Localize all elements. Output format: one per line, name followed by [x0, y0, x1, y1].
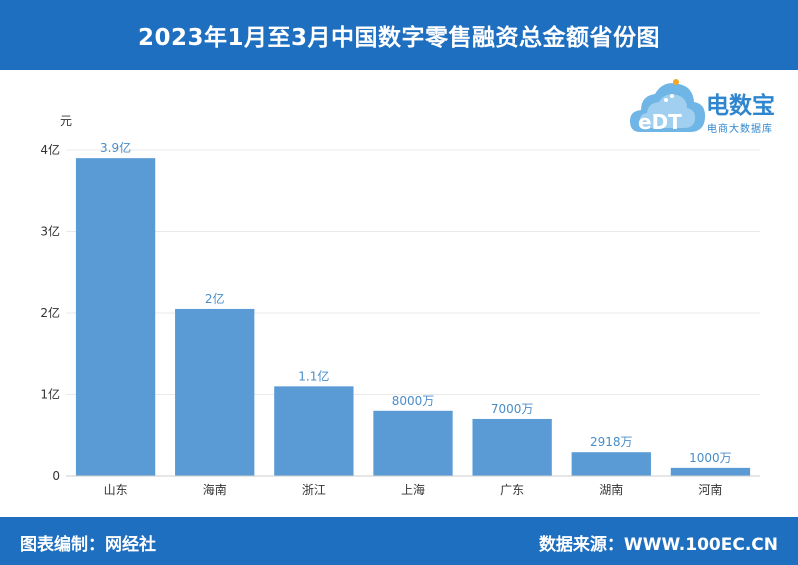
value-labels: 3.9亿 2亿 1.1亿 8000万 7000万 2918万 1000万 — [100, 140, 732, 465]
footer-source: 数据来源：WWW.100EC.CN — [538, 535, 778, 555]
bar-浙江 — [274, 386, 354, 476]
y-axis-ticks: 0 1亿 2亿 3亿 4亿 — [40, 142, 60, 483]
value-label: 1000万 — [689, 451, 732, 465]
logo-subtitle: 电商大数据库 — [707, 124, 773, 135]
y-tick-label: 4亿 — [40, 142, 60, 157]
bars — [75, 158, 751, 476]
header-bar: 2023年1月至3月中国数字零售融资总金额省份图 — [0, 0, 798, 70]
value-label: 1.1亿 — [298, 368, 329, 383]
x-category-label: 上海 — [401, 482, 425, 497]
bar-上海 — [373, 410, 453, 476]
x-axis-categories: 山东 海南 浙江 上海 广东 湖南 河南 — [104, 482, 723, 497]
logo-mark-text: eDT — [638, 110, 682, 134]
x-category-label: 海南 — [203, 482, 227, 497]
bar-河南 — [670, 467, 751, 476]
bar-湖南 — [571, 452, 651, 476]
bar-山东 — [75, 158, 156, 476]
value-label: 2亿 — [205, 291, 225, 306]
x-category-label: 广东 — [500, 483, 524, 497]
gridlines — [66, 149, 760, 395]
y-tick-label: 3亿 — [40, 224, 60, 239]
footer-bar: 图表编制：网经社 数据来源：WWW.100EC.CN — [0, 517, 798, 565]
footer-editor: 图表编制：网经社 — [20, 535, 156, 555]
bar-海南 — [175, 308, 255, 476]
x-category-label: 湖南 — [599, 482, 623, 497]
y-tick-label: 1亿 — [40, 387, 60, 402]
bar-chart: 元 0 1亿 2亿 3亿 4亿 3.9亿 2亿 1.1亿 8000万 7000万 2918万 100… — [40, 114, 760, 497]
y-axis-unit: 元 — [60, 114, 72, 128]
y-tick-label: 0 — [52, 469, 60, 483]
x-category-label: 山东 — [104, 483, 128, 497]
cloud-logo-icon: eDT — [630, 79, 706, 134]
logo-name: 电数宝 — [706, 93, 775, 119]
y-tick-label: 2亿 — [40, 305, 60, 320]
value-label: 2918万 — [590, 435, 633, 449]
page-title: 2023年1月至3月中国数字零售融资总金额省份图 — [137, 25, 661, 51]
bar-广东 — [472, 418, 552, 476]
value-label: 7000万 — [491, 402, 534, 416]
value-label: 8000万 — [392, 394, 435, 408]
logo: eDT 电数宝 电商大数据库 — [628, 74, 793, 140]
value-label: 3.9亿 — [100, 140, 131, 155]
x-category-label: 河南 — [698, 482, 722, 497]
x-category-label: 浙江 — [302, 483, 326, 497]
